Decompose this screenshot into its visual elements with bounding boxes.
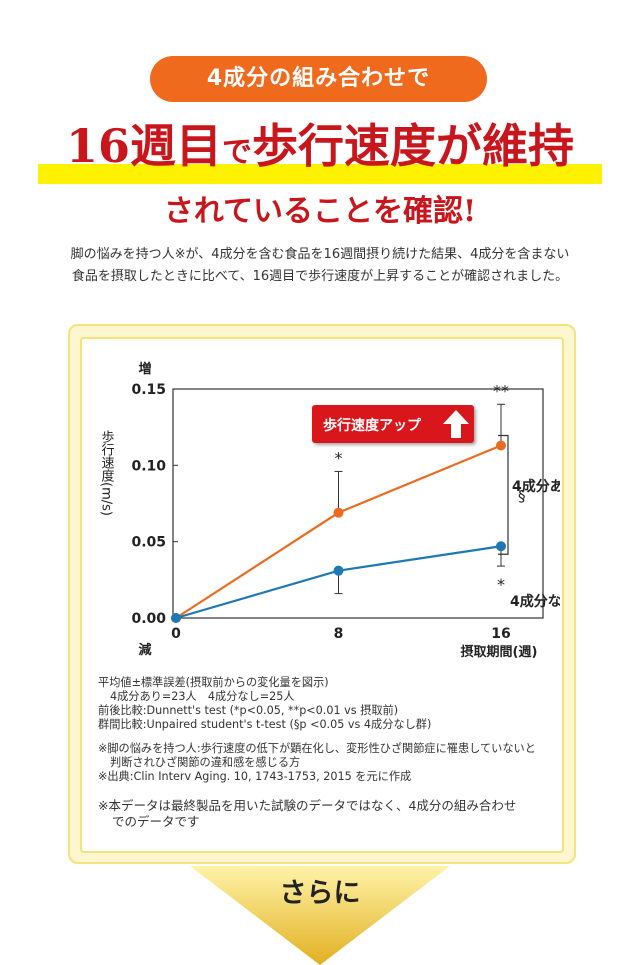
y-tick-label: 0.00 [131, 611, 166, 627]
footnote-line: ※脚の悩みを持つ人:歩行速度の低下が顕在化し、変形性ひざ関節症に罹患していないと [98, 742, 536, 755]
sarani-label: さらに [279, 878, 361, 909]
plot-area-frame [172, 388, 544, 619]
significance-mark: * [497, 575, 505, 594]
data-point [171, 613, 181, 623]
y-tick-label: 0.05 [131, 535, 166, 551]
note-line: 平均値±標準誤差(摂取前からの変化量を図示) [98, 676, 329, 689]
headline-pill: 4成分の組み合わせで [150, 56, 487, 102]
series-label: 4成分なし [510, 593, 560, 610]
data-point [496, 440, 506, 451]
y-increase-label: 増 [138, 361, 151, 377]
disclaimer: ※本データは最終製品を用いた試験のデータではなく、4成分の組み合わせ でのデータ… [98, 798, 558, 830]
up-arrow-icon [443, 410, 469, 438]
callout-box [312, 405, 474, 443]
description-line: 脚の悩みを持つ人※が、4成分を含む食品を16週間摂り続けた結果、4成分を含まない [70, 247, 570, 262]
footnote-line: 判断されひざ関節の違和感を感じる方 [110, 756, 301, 769]
y-axis-label: 歩行速度(m/s) [99, 430, 115, 516]
x-tick-label: 8 [334, 626, 344, 642]
data-point [496, 541, 506, 552]
headline: 16週目で歩行速度が維持 [38, 112, 602, 187]
footnote-line: ※出典:Clin Interv Aging. 10, 1743-1753, 20… [98, 770, 412, 783]
note-line: 群間比較:Unpaired student's t-test (§p <0.05… [98, 718, 432, 731]
significance-mark: * [335, 448, 343, 467]
note-line: 前後比較:Dunnett's test (*p<0.05, **p<0.01 v… [98, 704, 399, 717]
disclaimer-line: でのデータです [112, 814, 200, 829]
down-arrow-banner [190, 866, 450, 965]
series-label: 4成分あり [512, 478, 560, 495]
chart-notes: 平均値±標準誤差(摂取前からの変化量を図示) 4成分あり=23人 4成分なし=2… [98, 676, 558, 784]
headline-part-3: 歩行速度が維持 [252, 119, 574, 173]
y-tick-label: 0.15 [131, 382, 166, 398]
headline-block: 16週目で歩行速度が維持 [38, 112, 602, 184]
x-tick-label: 0 [171, 626, 181, 642]
data-point [333, 565, 344, 576]
highlight-bar [38, 164, 602, 184]
headline-part-1: 16週目 [65, 119, 222, 173]
significance-mark: ** [493, 381, 509, 400]
callout-label: 歩行速度アップ [323, 417, 422, 434]
group-mark: § [518, 487, 526, 505]
headline-part-2: で [222, 135, 252, 170]
y-tick-label: 0.10 [131, 458, 166, 474]
x-axis-label: 摂取期間(週) [461, 644, 538, 660]
group-bracket [498, 434, 509, 555]
y-decrease-label: 減 [138, 642, 151, 658]
description: 脚の悩みを持つ人※が、4成分を含む食品を16週間摂り続けた結果、4成分を含まない… [40, 244, 600, 288]
subheadline: されていることを確認! [163, 194, 477, 229]
data-point [333, 507, 344, 518]
disclaimer-line: ※本データは最終製品を用いた試験のデータではなく、4成分の組み合わせ [98, 798, 517, 813]
x-tick-label: 16 [491, 626, 510, 642]
note-line: 4成分あり=23人 4成分なし=25人 [110, 690, 295, 703]
description-line: 食品を摂取したときに比べて、16週目で歩行速度が上昇することが確認されました。 [71, 269, 569, 284]
